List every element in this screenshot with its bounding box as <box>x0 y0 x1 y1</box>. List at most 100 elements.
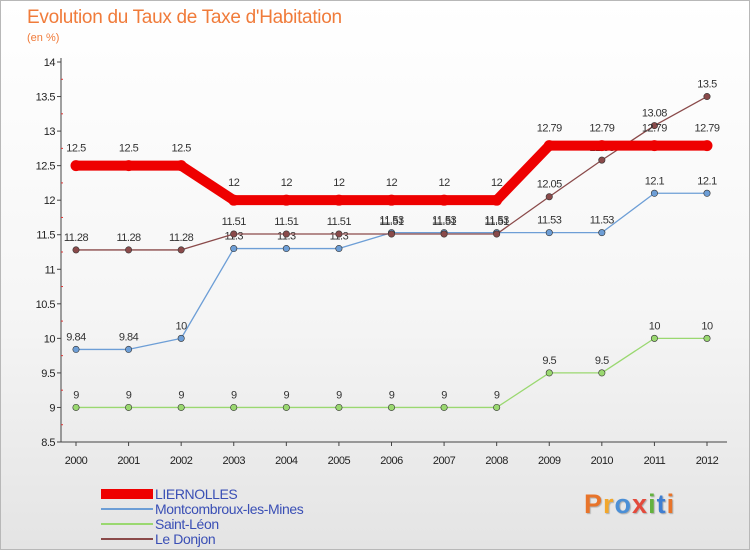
data-point <box>123 160 135 172</box>
data-label: 9 <box>336 389 342 401</box>
data-point <box>177 246 185 254</box>
chart-legend: LIERNOLLES Montcombroux-les-Mines Saint-… <box>101 485 304 547</box>
y-tick-label: 11.5 <box>36 230 55 242</box>
logo-letter: r <box>603 489 615 519</box>
legend-item-saint-leon: Saint-Léon <box>101 515 303 532</box>
data-label: 11.28 <box>64 232 89 244</box>
x-tick-label: 2004 <box>275 455 298 467</box>
data-label: 9 <box>494 389 500 401</box>
x-tick-label: 2001 <box>117 455 140 467</box>
data-label: 12.5 <box>171 143 191 155</box>
data-point <box>545 229 553 237</box>
data-point <box>491 194 503 206</box>
data-label: 11.51 <box>379 216 404 228</box>
data-label: 9 <box>231 389 237 401</box>
data-point <box>70 160 82 172</box>
proxiti-logo: Proxiti <box>584 489 675 520</box>
data-label: 12.5 <box>66 143 86 155</box>
data-label: 12 <box>438 177 450 189</box>
data-label: 11.28 <box>169 232 194 244</box>
data-label: 11.51 <box>327 216 352 228</box>
data-point <box>230 230 238 238</box>
data-point <box>596 140 608 152</box>
data-point <box>230 245 238 253</box>
data-label: 11.53 <box>590 215 615 227</box>
data-point <box>650 189 658 197</box>
legend-item-liernolles: LIERNOLLES <box>101 485 303 502</box>
y-tick-label: 11 <box>45 264 56 276</box>
data-label: 11.53 <box>537 215 562 227</box>
data-point <box>703 93 711 101</box>
data-point <box>282 230 290 238</box>
legend-swatch <box>101 537 153 540</box>
data-point <box>280 194 292 206</box>
y-tick-label: 13 <box>44 126 56 138</box>
data-point <box>598 229 606 237</box>
data-label: 12.79 <box>537 123 562 135</box>
legend-swatch <box>101 488 153 499</box>
data-label: 11.51 <box>485 216 510 228</box>
x-tick-label: 2008 <box>485 455 508 467</box>
data-point <box>72 246 80 254</box>
data-label: 12 <box>491 177 503 189</box>
data-point <box>598 156 606 164</box>
data-label: 13.5 <box>697 79 717 91</box>
legend-item-montcombroux: Montcombroux-les-Mines <box>101 501 304 517</box>
data-point <box>543 140 555 152</box>
logo-letter: t <box>656 489 667 519</box>
data-point <box>72 403 80 411</box>
data-point <box>282 403 290 411</box>
y-tick-label: 9 <box>49 402 55 414</box>
data-label: 13.08 <box>642 108 667 120</box>
data-point <box>493 403 501 411</box>
data-point <box>650 122 658 130</box>
data-label: 9 <box>73 389 79 401</box>
data-point <box>703 334 711 342</box>
data-point <box>125 345 133 353</box>
logo-letter: x <box>632 489 649 519</box>
data-point <box>545 369 553 377</box>
data-label: 12.79 <box>589 123 614 135</box>
data-point <box>177 334 185 342</box>
data-point <box>335 245 343 253</box>
legend-swatch <box>101 522 153 525</box>
legend-swatch <box>101 507 153 510</box>
data-label: 12.5 <box>119 143 139 155</box>
data-point <box>228 194 240 206</box>
data-label: 11.51 <box>222 216 247 228</box>
legend-label: Saint-Léon <box>155 515 219 532</box>
data-label: 12 <box>281 177 293 189</box>
data-point <box>703 189 711 197</box>
data-point <box>333 194 345 206</box>
x-tick-label: 2005 <box>328 455 351 467</box>
data-point <box>648 140 660 152</box>
data-label: 9 <box>284 389 290 401</box>
data-point <box>387 403 395 411</box>
legend-item-le-donjon: Le Donjon <box>101 531 303 547</box>
data-point <box>125 246 133 254</box>
x-tick-label: 2002 <box>170 455 193 467</box>
x-tick-label: 2010 <box>591 455 614 467</box>
data-point <box>598 369 606 377</box>
logo-letter: o <box>614 489 633 519</box>
data-point <box>335 230 343 238</box>
legend-label: LIERNOLLES <box>155 485 238 502</box>
data-label: 10 <box>701 320 713 332</box>
data-label: 10 <box>649 320 661 332</box>
data-label: 9 <box>441 389 447 401</box>
data-label: 11.53 <box>379 215 404 227</box>
x-tick-label: 2003 <box>223 455 246 467</box>
data-point <box>175 160 187 172</box>
data-label: 12.1 <box>645 175 665 187</box>
data-point <box>440 403 448 411</box>
y-tick-label: 12 <box>44 195 56 207</box>
data-label: 11.28 <box>116 232 141 244</box>
data-label: 12.79 <box>694 123 719 135</box>
data-label: 11.53 <box>432 215 457 227</box>
data-label: 12.79 <box>642 123 667 135</box>
y-tick-label: 10.5 <box>36 299 56 311</box>
data-point <box>545 193 553 201</box>
logo-letter: i <box>648 489 657 519</box>
